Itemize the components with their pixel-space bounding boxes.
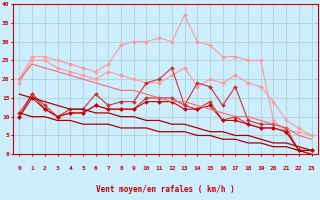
X-axis label: Vent moyen/en rafales ( km/h ): Vent moyen/en rafales ( km/h ) [96, 185, 235, 194]
